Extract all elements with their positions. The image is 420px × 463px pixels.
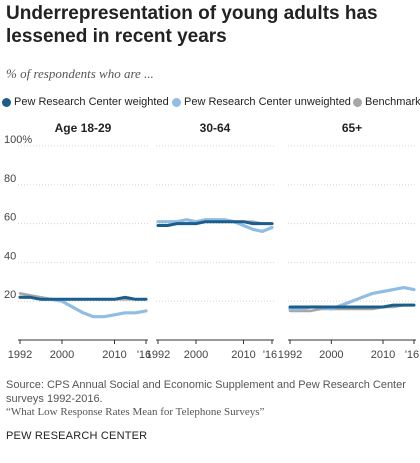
- legend-item-weighted: Pew Research Center weighted: [2, 96, 169, 108]
- legend-label-weighted: Pew Research Center weighted: [14, 96, 169, 108]
- x-tick-label: '16: [137, 349, 151, 361]
- panel-title: 65+: [342, 121, 362, 135]
- x-tick-label: 1992: [8, 349, 32, 361]
- y-tick-label: 20: [4, 289, 16, 301]
- x-tick-label: 2000: [319, 349, 343, 361]
- x-tick-label: 2000: [50, 349, 74, 361]
- x-tick-label: 2010: [231, 349, 255, 361]
- legend-swatch-weighted: [2, 97, 11, 107]
- y-tick-label: 100%: [4, 134, 32, 146]
- chart-legend: Pew Research Center weighted Pew Researc…: [0, 96, 420, 110]
- legend-label-benchmark: Benchmark: [365, 96, 420, 108]
- panel-title: 30-64: [200, 121, 231, 135]
- legend-label-unweighted: Pew Research Center unweighted: [184, 96, 351, 108]
- legend-item-benchmark: Benchmark: [353, 96, 420, 108]
- x-tick-label: 1992: [146, 349, 170, 361]
- y-tick-label: 40: [4, 250, 16, 262]
- x-tick-label: 1992: [278, 349, 302, 361]
- x-tick-label: 2010: [102, 349, 126, 361]
- series-line-unweighted: [156, 218, 274, 233]
- y-tick-label: 60: [4, 212, 16, 224]
- x-tick-label: 2000: [184, 349, 208, 361]
- x-tick-label: 2010: [371, 349, 395, 361]
- small-multiples-line-chart: 100% 80 60 40 20 Age 18-29 1992 2000 2010 '16 30-6…: [4, 121, 419, 361]
- legend-item-unweighted: Pew Research Center unweighted: [172, 96, 351, 108]
- x-tick-label: '16: [263, 349, 277, 361]
- panel-title: Age 18-29: [55, 121, 112, 135]
- series-line-weighted: [156, 220, 274, 227]
- chart-source: Source: CPS Annual Social and Economic S…: [6, 379, 406, 405]
- series-line-benchmark: [288, 303, 416, 313]
- x-tick-label: '16: [405, 349, 419, 361]
- legend-swatch-benchmark: [353, 97, 362, 107]
- y-tick-label: 80: [4, 173, 16, 185]
- chart-note: “What Low Response Rates Mean for Teleph…: [6, 406, 265, 418]
- series-line-weighted: [18, 295, 148, 301]
- chart-subtitle: % of respondents who are ...: [6, 66, 154, 81]
- series-line-weighted: [288, 303, 416, 309]
- pew-research-center-logo: PEW RESEARCH CENTER: [6, 430, 148, 442]
- chart-title: Underrepresentation of young adults has …: [6, 3, 378, 47]
- legend-swatch-unweighted: [172, 97, 181, 107]
